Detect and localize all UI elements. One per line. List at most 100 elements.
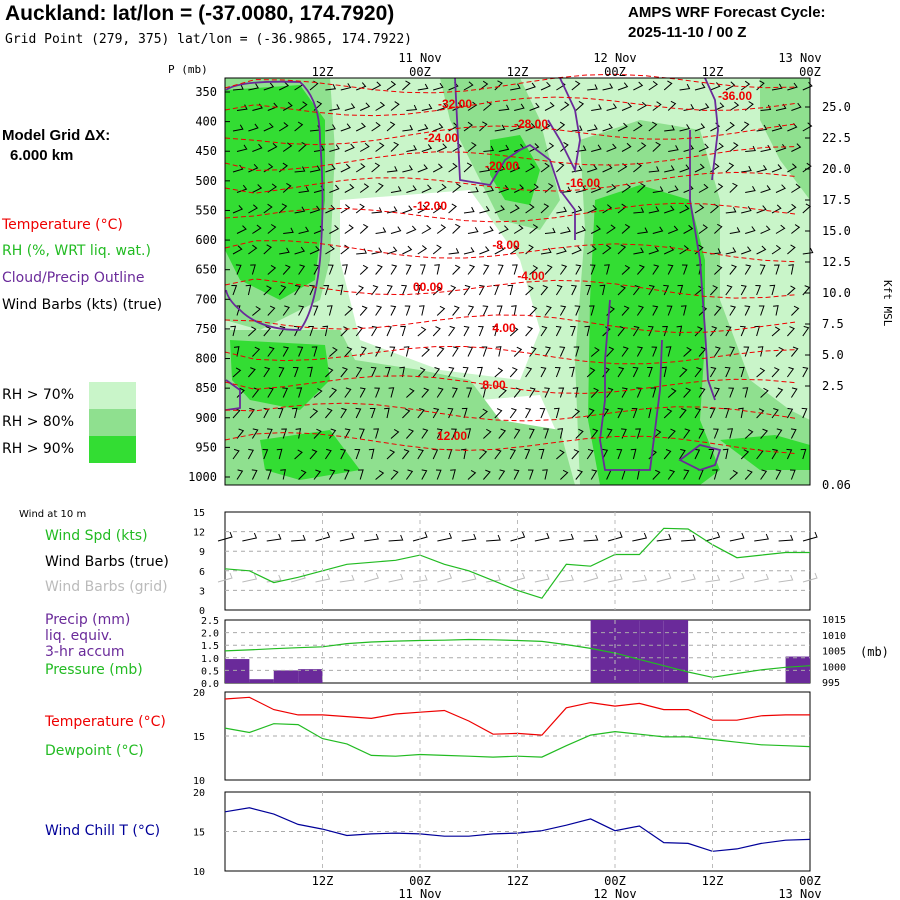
wind-barb <box>729 264 737 275</box>
wind-barb <box>575 469 583 480</box>
wind-barb <box>402 165 413 173</box>
wind-barb <box>637 182 646 193</box>
wind-barb <box>417 367 426 378</box>
wind-barb-grid <box>364 572 379 583</box>
wind-barb-grid <box>632 574 648 583</box>
wind-barb <box>694 83 706 91</box>
wind-barb <box>494 408 503 419</box>
wind-barb <box>466 387 473 398</box>
wind-barb <box>401 284 408 296</box>
wind-barb <box>527 469 534 480</box>
wind-barb <box>575 185 587 193</box>
wind-barb <box>282 387 289 398</box>
grid-point-subtitle: Grid Point (279, 375) lat/lon = (-36.986… <box>5 32 412 47</box>
wind-barb <box>374 387 381 398</box>
wind-barb <box>604 264 610 275</box>
temperature-contour-label: 00.00 <box>413 280 443 294</box>
wind-barb <box>723 407 730 419</box>
wind-barb-true <box>559 533 574 542</box>
wind-barb <box>402 449 410 460</box>
wind-barb <box>802 366 809 378</box>
rh80-label: RH > 80% <box>2 414 75 430</box>
wind-barb <box>756 408 765 419</box>
wind-barb <box>560 186 572 193</box>
wind-barb <box>267 264 277 275</box>
wind-barb <box>725 247 737 255</box>
wind-barb <box>402 80 411 91</box>
wind-barb <box>369 408 376 419</box>
wind-barb-grid <box>681 573 696 583</box>
wind-barb <box>683 469 690 480</box>
wind-barb <box>448 325 456 337</box>
wind-barb <box>278 203 288 214</box>
wind-barb <box>479 80 489 91</box>
cross-section-frame <box>224 77 811 486</box>
wind-barb <box>329 144 340 152</box>
wind-barb <box>463 121 473 132</box>
wind-barb-grid <box>486 574 501 583</box>
wind-barb <box>744 101 754 111</box>
wind-barb <box>525 203 535 214</box>
wind-barb <box>679 164 690 173</box>
wind-barb <box>606 346 615 357</box>
wind-barb <box>556 162 565 173</box>
wind-barb <box>745 186 756 193</box>
kft-tick-label: 0.06 <box>822 478 851 492</box>
wind-barb <box>538 448 545 460</box>
wind-barb <box>744 305 751 316</box>
wind-barb <box>232 124 244 132</box>
model-grid-info: Model Grid ΔX: 6.000 km <box>2 126 110 166</box>
wind-barb <box>636 305 644 316</box>
wind-barb <box>775 143 787 152</box>
time-tick-label: 00Z <box>604 874 626 888</box>
wind-barb <box>509 326 519 337</box>
wind-barb <box>340 163 351 173</box>
wind-barb <box>252 224 262 234</box>
wind-barb <box>555 284 563 296</box>
wind-barb <box>590 347 600 357</box>
wind-barb <box>560 141 569 152</box>
forecast-cycle: AMPS WRF Forecast Cycle: 2025-11-10 / 00… <box>628 3 826 43</box>
wind-barb <box>375 101 386 111</box>
wind-barb <box>722 448 729 460</box>
wind-barb <box>263 82 275 91</box>
wind-barb <box>337 284 344 296</box>
wind-barb <box>388 387 395 398</box>
wind-barb <box>591 184 602 193</box>
wind-barb <box>652 305 659 316</box>
wind-barb <box>560 101 570 111</box>
wind-barb <box>452 305 460 316</box>
wind-barb <box>479 206 490 214</box>
wind-barb <box>633 122 643 132</box>
time-tick-label: 12Z <box>702 65 724 79</box>
wind-barb <box>359 346 367 357</box>
wind-barb <box>591 104 602 111</box>
wind-barb <box>787 285 796 296</box>
wind-barb <box>322 325 329 337</box>
wind-barb <box>325 204 336 214</box>
wind-barb <box>344 103 356 111</box>
wind-barb <box>483 145 495 152</box>
temperature-contour-label: -4.00 <box>517 269 545 283</box>
wind-barb <box>710 82 721 91</box>
wind-barb <box>664 165 675 173</box>
wind-barb <box>771 408 779 419</box>
wind-barb <box>744 469 753 480</box>
wind-barb <box>606 103 618 111</box>
wind-barb <box>540 203 550 214</box>
wind-barb <box>745 226 756 234</box>
wind-barb <box>801 407 808 419</box>
wind-barb <box>725 207 737 214</box>
wind-barb <box>340 367 348 378</box>
wind-barb-grid <box>510 572 526 583</box>
wind-barb <box>713 346 721 357</box>
wind-barb <box>786 407 794 419</box>
wind-barb <box>247 407 255 419</box>
wind-barb <box>263 244 272 255</box>
wind-barb <box>263 203 273 214</box>
wind-barb <box>616 449 623 460</box>
wind-barb <box>787 244 796 255</box>
wind-barb <box>787 203 797 214</box>
wind-barb <box>606 428 613 439</box>
wind-barb <box>452 183 462 193</box>
